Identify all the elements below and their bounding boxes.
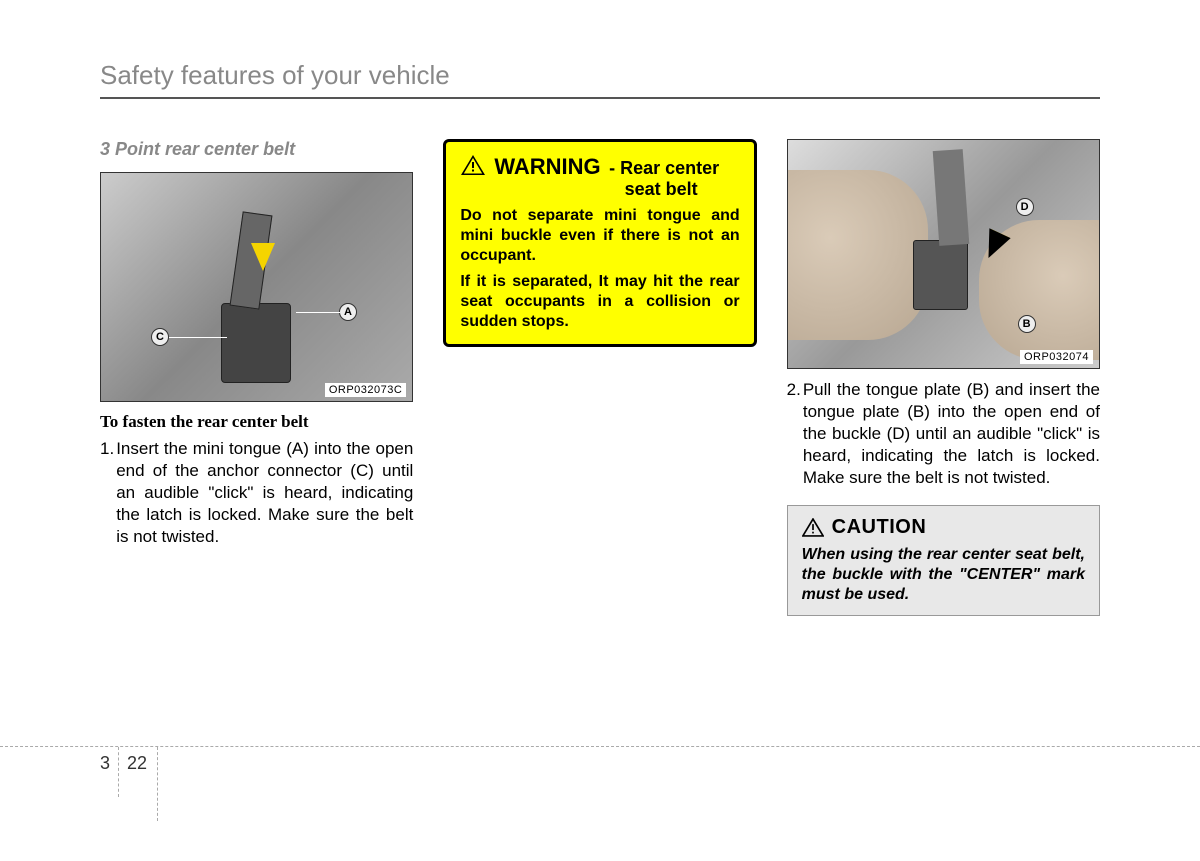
instruction-lead: To fasten the rear center belt [100,412,413,432]
step-number: 1. [100,438,114,548]
warning-subtitle-l2: seat belt [494,180,739,200]
footer-divider [118,747,119,797]
figure-code: ORP032073C [325,383,407,397]
warning-triangle-icon [460,154,486,176]
column-left: 3 Point rear center belt A C ORP032073C … [100,139,413,616]
content-columns: 3 Point rear center belt A C ORP032073C … [100,139,1100,616]
buckle-shape [913,240,968,310]
page-number: 22 [127,753,147,797]
column-right: D B ORP032074 2. Pull the tongue plate (… [787,139,1100,616]
callout-line [169,337,227,338]
caution-triangle-icon [802,518,824,537]
caution-header: CAUTION [802,516,1085,539]
warning-box: WARNING - Rear center seat belt Do not s… [443,139,756,347]
section-header: Safety features of your vehicle [100,60,1100,91]
figure-belt-buckle: D B ORP032074 [787,139,1100,369]
page-number-block: 3 22 [100,747,158,821]
callout-d: D [1016,198,1034,216]
chapter-number: 3 [100,753,110,797]
figure-code: ORP032074 [1020,350,1093,364]
warning-label: WARNING [494,154,600,179]
warning-paragraph-1: Do not separate mini tongue and mini buc… [460,206,739,266]
column-center: WARNING - Rear center seat belt Do not s… [443,139,756,616]
subsection-title: 3 Point rear center belt [100,139,413,160]
warning-title-block: WARNING - Rear center seat belt [494,154,739,200]
callout-line [296,312,340,313]
callout-b: B [1018,315,1036,333]
warning-body: Do not separate mini tongue and mini buc… [460,206,739,332]
warning-subtitle-l1: - Rear center [609,158,719,178]
callout-a: A [339,303,357,321]
instruction-step-2: 2. Pull the tongue plate (B) and insert … [787,379,1100,489]
step-number: 2. [787,379,801,489]
buckle-shape [221,303,291,383]
figure-belt-anchor: A C ORP032073C [100,172,413,402]
callout-c: C [151,328,169,346]
step-text: Pull the tongue plate (B) and insert the… [803,379,1100,489]
manual-page: Safety features of your vehicle 3 Point … [0,0,1200,616]
belt-strap-shape [932,149,969,246]
warning-paragraph-2: If it is separated, It may hit the rear … [460,272,739,332]
caution-text: When using the rear center seat belt, th… [802,545,1085,605]
instruction-step-1: 1. Insert the mini tongue (A) into the o… [100,438,413,548]
step-text: Insert the mini tongue (A) into the open… [116,438,413,548]
caution-box: CAUTION When using the rear center seat … [787,505,1100,616]
caution-label: CAUTION [832,516,927,539]
hand-left-shape [788,170,928,340]
warning-header: WARNING - Rear center seat belt [460,154,739,200]
page-footer: 3 22 [0,746,1200,806]
header-rule [100,97,1100,99]
arrow-down-icon [251,243,275,271]
